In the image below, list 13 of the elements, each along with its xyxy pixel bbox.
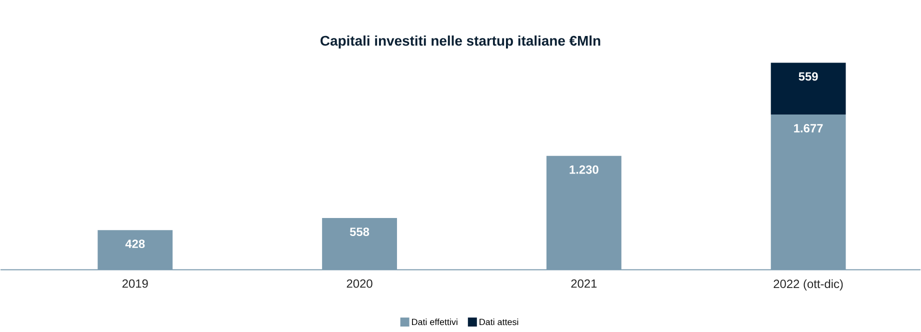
data-label: 1.230 [570,166,598,174]
x-tick-label: 2019 [122,280,148,288]
legend-label: Dati attesi [480,318,518,326]
chart-title: Capitali investiti nelle startup italiane €Mln [320,36,600,49]
data-label: 428 [125,240,145,248]
data-label: 1.677 [794,124,823,133]
x-tick-label: 2021 [571,280,597,288]
x-tick-label: 2020 [346,280,372,288]
x-tick-label: 2022 (ott-dic) [774,280,843,291]
legend-label: Dati effettivi [412,318,458,326]
data-label: 558 [350,228,370,236]
data-label: 559 [798,72,818,81]
bar [770,62,846,115]
